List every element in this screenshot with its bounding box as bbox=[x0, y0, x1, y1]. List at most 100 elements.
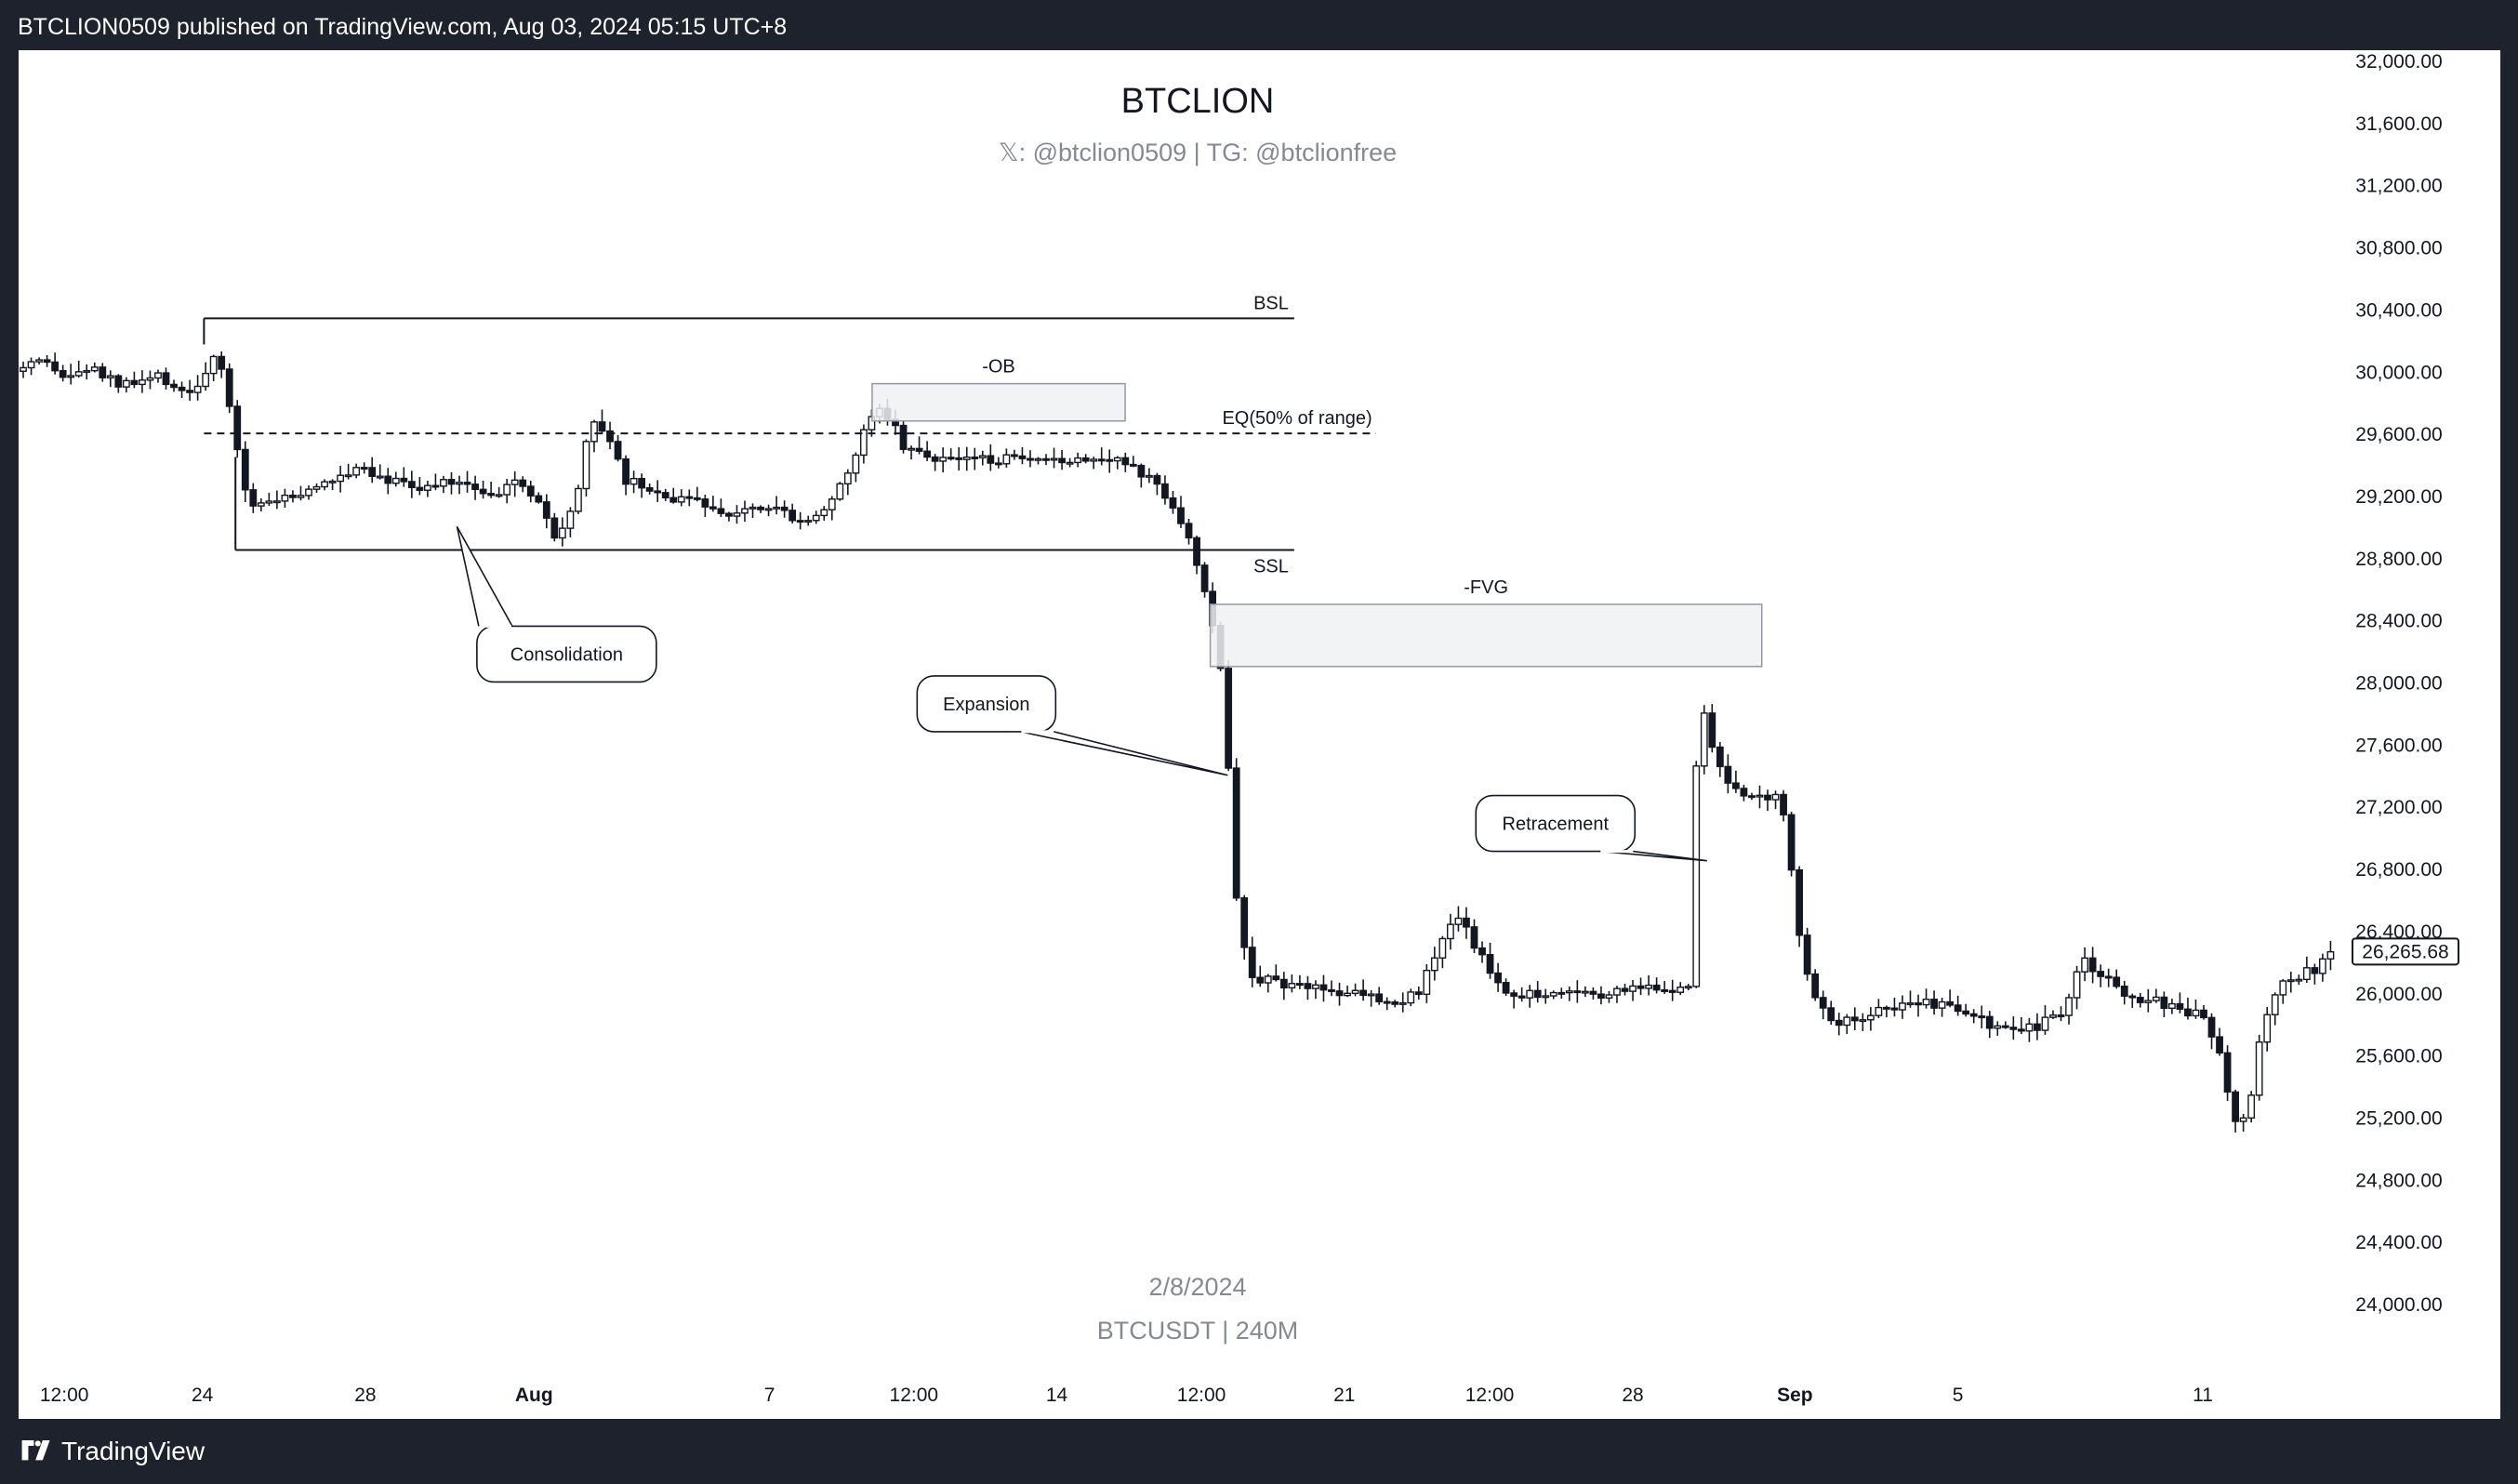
price-axis[interactable]: 32,000.00 31,600.00 31,200.00 30,800.00 30,4… bbox=[2355, 51, 2442, 1316]
candle bbox=[1819, 990, 1827, 1020]
candle bbox=[2167, 999, 2176, 1014]
candle bbox=[2097, 964, 2105, 987]
candle bbox=[424, 481, 431, 497]
candle bbox=[915, 436, 923, 455]
price-axis-label: 30,400.00 bbox=[2355, 299, 2442, 321]
candle bbox=[2001, 1021, 2009, 1029]
candle bbox=[1930, 990, 1938, 1015]
candle bbox=[1200, 562, 1209, 598]
candle bbox=[1969, 1009, 1978, 1024]
candle bbox=[1771, 790, 1780, 810]
candle bbox=[312, 483, 321, 494]
candle-series bbox=[20, 351, 2335, 1133]
time-axis-label: 21 bbox=[1333, 1385, 1355, 1406]
time-axis-label: 12:00 bbox=[890, 1385, 939, 1406]
candle bbox=[352, 463, 361, 479]
candle bbox=[241, 441, 249, 502]
fvg-zone[interactable] bbox=[1209, 603, 1763, 668]
candle bbox=[638, 473, 646, 498]
price-axis-label: 24,000.00 bbox=[2355, 1294, 2442, 1316]
candle bbox=[1027, 450, 1034, 468]
candle bbox=[321, 479, 328, 491]
candle bbox=[2192, 999, 2200, 1019]
candle bbox=[1731, 770, 1740, 793]
chart-frame[interactable]: BTCLION 𝕏: @btclion0509 | TG: @btclionfr… bbox=[19, 50, 2500, 1419]
time-axis-label: 12:00 bbox=[1465, 1385, 1515, 1406]
candle bbox=[1391, 1000, 1399, 1008]
time-axis-label: Sep bbox=[1777, 1385, 1813, 1406]
candle bbox=[1557, 987, 1566, 999]
candle bbox=[1304, 975, 1312, 1000]
candle bbox=[542, 494, 550, 529]
candle bbox=[757, 505, 764, 513]
candle bbox=[2009, 1016, 2018, 1040]
top-bar: BTCLION0509 published on TradingView.com… bbox=[0, 0, 2518, 50]
last-price-tag-box bbox=[2352, 937, 2459, 966]
candle bbox=[360, 462, 368, 474]
brand[interactable]: TradingView bbox=[19, 1437, 205, 1466]
candle bbox=[685, 489, 694, 507]
candle bbox=[1605, 991, 1613, 1003]
candle bbox=[1145, 468, 1153, 484]
candle bbox=[1454, 906, 1463, 932]
candle bbox=[2255, 1034, 2263, 1101]
candle bbox=[1097, 447, 1106, 466]
candle bbox=[1161, 475, 1169, 505]
candle bbox=[471, 475, 479, 500]
price-axis-label: 29,200.00 bbox=[2355, 486, 2442, 508]
time-axis-label: 12:00 bbox=[40, 1385, 89, 1406]
candle bbox=[1106, 449, 1114, 473]
candle bbox=[122, 377, 130, 393]
candle bbox=[74, 360, 83, 378]
candle bbox=[431, 473, 440, 491]
candle bbox=[2286, 972, 2295, 993]
price-axis-label: 31,600.00 bbox=[2355, 113, 2442, 135]
candle bbox=[2247, 1091, 2256, 1123]
time-axis-label: 5 bbox=[1953, 1385, 1964, 1406]
candle bbox=[1542, 988, 1550, 1004]
price-axis-label: 26,800.00 bbox=[2355, 859, 2442, 881]
candle bbox=[1470, 919, 1478, 954]
candle bbox=[630, 470, 638, 494]
candle bbox=[2113, 969, 2121, 989]
candle bbox=[384, 468, 392, 495]
candle bbox=[1597, 986, 1605, 1005]
candle bbox=[709, 496, 717, 512]
candle bbox=[447, 472, 456, 495]
candle bbox=[2176, 992, 2184, 1014]
candle bbox=[225, 363, 233, 414]
candle bbox=[456, 475, 463, 495]
candle bbox=[1359, 979, 1368, 1001]
time-axis-label: 24 bbox=[192, 1385, 214, 1406]
candle bbox=[519, 476, 527, 493]
retracement-callout[interactable]: Retracement bbox=[1475, 794, 1707, 862]
candle bbox=[1827, 1000, 1835, 1026]
chart-canvas[interactable]: BTCLION 𝕏: @btclion0509 | TG: @btclionfr… bbox=[19, 50, 2500, 1419]
candle bbox=[1890, 997, 1899, 1017]
candle bbox=[2017, 1016, 2025, 1035]
candle bbox=[1335, 982, 1344, 1006]
candle bbox=[202, 362, 210, 391]
time-axis[interactable]: 12:00 24 28 Aug 7 12:00 14 12:00 21 12:00 28 Sep 5 11 bbox=[40, 1385, 2213, 1406]
ob-zone[interactable] bbox=[871, 382, 1126, 422]
candle bbox=[1906, 990, 1915, 1008]
watermark-date: 2/8/2024 bbox=[1148, 1273, 1246, 1301]
candle bbox=[1748, 792, 1756, 801]
candle bbox=[2271, 992, 2279, 1026]
candle bbox=[218, 351, 226, 378]
candle bbox=[2144, 988, 2153, 1013]
candle bbox=[27, 357, 35, 376]
candle bbox=[2200, 1004, 2207, 1020]
candle bbox=[2263, 1007, 2272, 1052]
candle bbox=[1034, 457, 1042, 465]
consolidation-callout[interactable]: Consolidation bbox=[456, 525, 657, 683]
candle bbox=[1946, 989, 1955, 1008]
candle bbox=[1177, 496, 1185, 528]
candle bbox=[1011, 449, 1018, 460]
candle bbox=[1407, 988, 1415, 1007]
expansion-callout[interactable]: Expansion bbox=[916, 675, 1228, 776]
candle bbox=[606, 421, 614, 450]
time-axis-label: 14 bbox=[1046, 1385, 1068, 1406]
candle bbox=[645, 484, 654, 495]
candle bbox=[1780, 789, 1787, 822]
